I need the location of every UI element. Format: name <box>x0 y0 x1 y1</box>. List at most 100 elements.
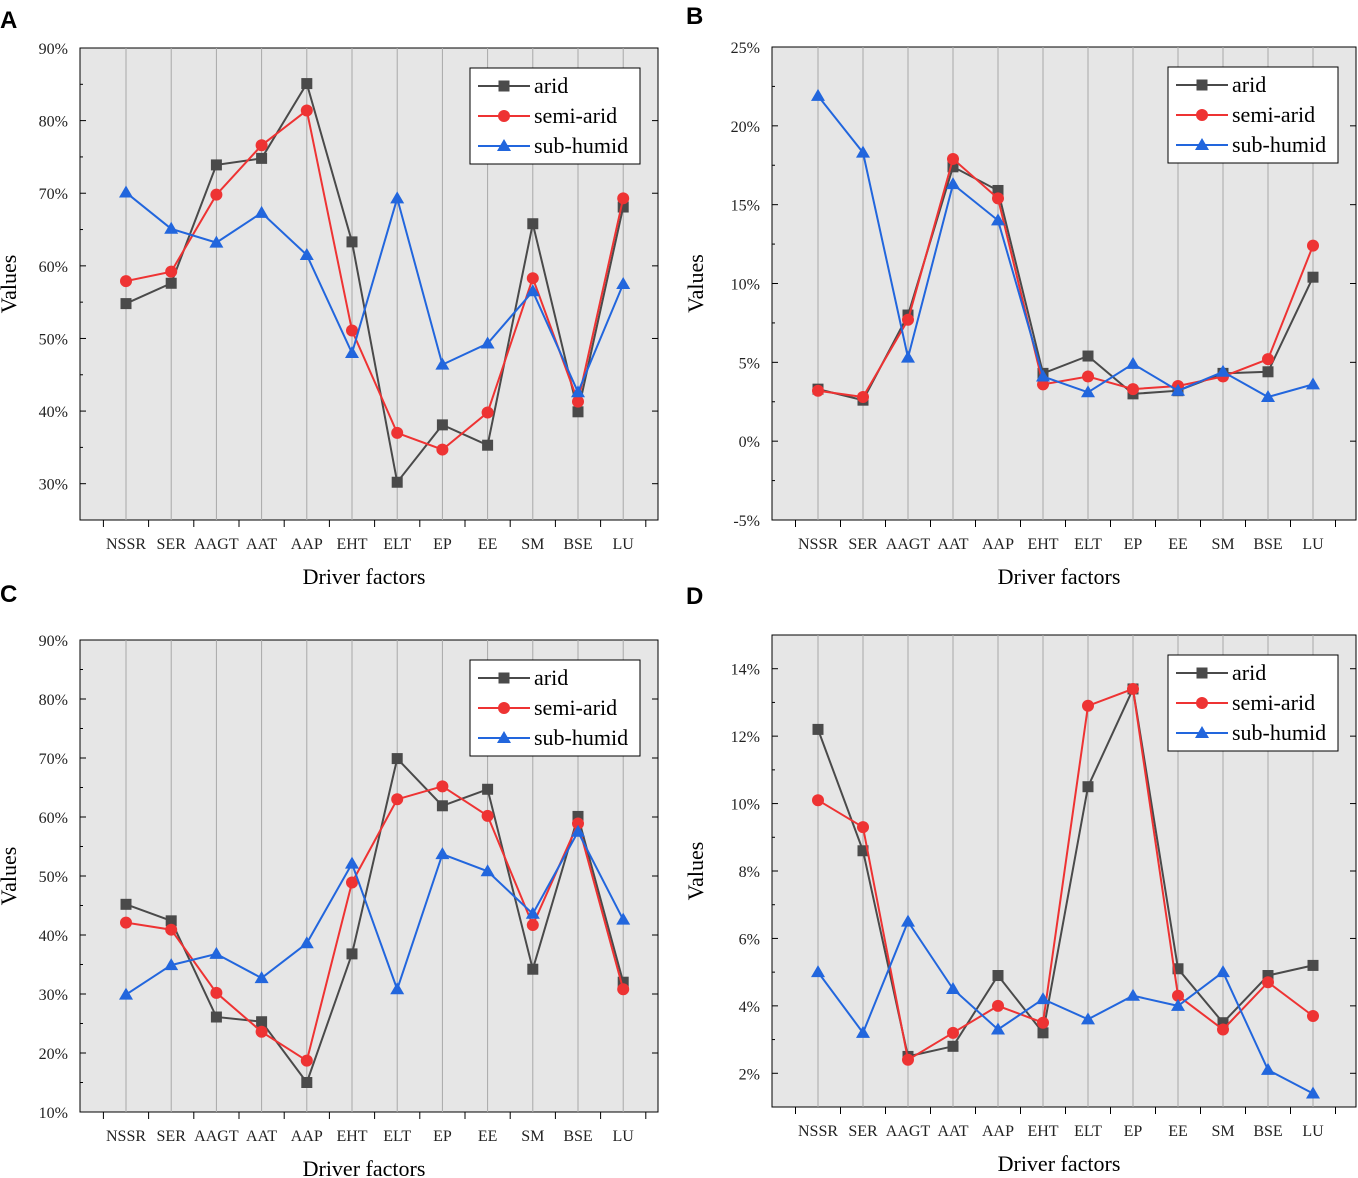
data-point-sub-humid <box>209 235 224 248</box>
data-point-arid <box>301 1077 313 1088</box>
data-point-semi-arid <box>255 1025 268 1038</box>
data-point-sub-humid <box>390 191 405 204</box>
legend-label-arid: arid <box>1232 72 1266 97</box>
data-point-sub-humid <box>991 1022 1005 1035</box>
data-point-sub-humid <box>1171 998 1185 1011</box>
data-point-arid <box>1217 1017 1229 1029</box>
data-point-sub-humid <box>1126 988 1140 1001</box>
series-line-semi-arid <box>817 687 1314 1062</box>
y-tick-label: 10% <box>731 797 760 814</box>
data-point-arid <box>992 970 1004 982</box>
panel-letter: D <box>686 583 703 610</box>
data-point-arid <box>346 948 358 960</box>
data-point-semi-arid <box>1127 383 1139 396</box>
data-point-semi-arid <box>120 916 132 929</box>
data-point-sub-humid <box>616 912 631 925</box>
data-point-sub-humid <box>164 958 179 971</box>
legend-marker-sub-humid <box>497 731 511 743</box>
data-point-sub-humid <box>1081 1012 1095 1025</box>
series-line-sub-humid <box>125 191 625 395</box>
data-point-sub-humid <box>901 914 915 927</box>
data-point-arid <box>527 963 539 975</box>
panel-letter: A <box>0 7 17 34</box>
x-tick-label: NSSR <box>798 536 838 553</box>
legend-label-arid: arid <box>1232 660 1266 685</box>
x-tick-label: EHT <box>336 536 367 553</box>
y-tick-label: 10% <box>39 1105 68 1122</box>
data-point-semi-arid <box>165 923 178 936</box>
data-point-sub-humid <box>946 177 960 190</box>
x-tick-label: AAT <box>246 536 277 553</box>
x-axis-title: Driver factors <box>998 1151 1121 1176</box>
data-point-sub-humid <box>856 1025 870 1038</box>
data-point-sub-humid <box>480 336 495 349</box>
series-line-semi-arid <box>125 785 625 1063</box>
data-point-sub-humid <box>164 221 179 234</box>
legend-marker-sub-humid <box>1195 138 1209 150</box>
data-point-semi-arid <box>346 876 358 889</box>
data-point-semi-arid <box>617 192 630 205</box>
data-point-sub-humid <box>209 946 224 959</box>
data-point-arid <box>572 810 584 822</box>
data-point-arid <box>947 1040 959 1052</box>
x-tick-label: AAT <box>937 1123 968 1140</box>
y-tick-label: 5% <box>739 355 760 372</box>
y-tick-label: -5% <box>733 513 760 530</box>
y-tick-label: 14% <box>731 662 760 679</box>
y-axis-title: Values <box>0 847 21 906</box>
y-tick-label: 20% <box>731 119 760 136</box>
data-point-semi-arid <box>902 313 914 326</box>
y-tick-label: 40% <box>39 404 68 421</box>
data-point-sub-humid <box>811 88 825 101</box>
x-tick-label: LU <box>1302 536 1324 553</box>
x-tick-label: BSE <box>1253 536 1282 553</box>
data-point-sub-humid <box>119 185 133 198</box>
y-tick-label: 10% <box>731 277 760 294</box>
data-point-sub-humid <box>435 357 450 370</box>
x-tick-label: AAP <box>291 1128 323 1145</box>
data-point-sub-humid <box>1306 377 1320 390</box>
y-tick-label: 6% <box>739 931 760 948</box>
y-tick-label: 2% <box>739 1066 760 1083</box>
data-point-arid <box>120 898 132 910</box>
x-tick-label: NSSR <box>798 1123 838 1140</box>
y-tick-label: 0% <box>739 434 760 451</box>
x-tick-label: EP <box>1124 1123 1143 1140</box>
x-tick-label: EP <box>433 536 452 553</box>
x-tick-label: AAP <box>982 536 1014 553</box>
x-tick-label: AAT <box>937 536 968 553</box>
legend-marker-semi-arid <box>498 702 510 714</box>
data-point-semi-arid <box>300 104 313 117</box>
legend-label-semi-arid: semi-arid <box>534 695 617 720</box>
x-tick-label: SM <box>1211 536 1234 553</box>
x-tick-label: LU <box>1302 1123 1324 1140</box>
data-point-sub-humid <box>299 936 314 949</box>
x-tick-label: EE <box>1168 536 1188 553</box>
data-point-arid <box>256 1016 268 1028</box>
data-point-arid <box>992 184 1004 196</box>
series-line-arid <box>125 756 625 1085</box>
x-tick-label: AAP <box>982 1123 1014 1140</box>
y-tick-label: 30% <box>39 987 68 1004</box>
data-point-arid <box>346 236 358 248</box>
data-point-sub-humid <box>525 906 540 919</box>
x-tick-label: EHT <box>1027 1123 1058 1140</box>
legend-label-sub-humid: sub-humid <box>534 725 628 750</box>
x-tick-label: BSE <box>563 536 592 553</box>
legend-label-sub-humid: sub-humid <box>534 133 628 158</box>
data-point-arid <box>120 298 132 310</box>
data-point-semi-arid <box>902 1053 914 1066</box>
x-tick-label: LU <box>613 536 635 553</box>
data-point-sub-humid <box>299 247 314 260</box>
data-point-sub-humid <box>1216 364 1230 377</box>
data-point-sub-humid <box>435 847 450 860</box>
data-point-semi-arid <box>526 918 539 931</box>
x-axis-title: Driver factors <box>998 564 1121 589</box>
data-point-sub-humid <box>1036 992 1050 1005</box>
legend-marker-arid <box>1196 79 1208 91</box>
y-tick-label: 30% <box>39 477 68 494</box>
x-tick-label: SER <box>157 536 187 553</box>
y-tick-label: 80% <box>39 114 68 131</box>
data-point-semi-arid <box>572 817 584 830</box>
data-point-sub-humid <box>345 345 359 358</box>
